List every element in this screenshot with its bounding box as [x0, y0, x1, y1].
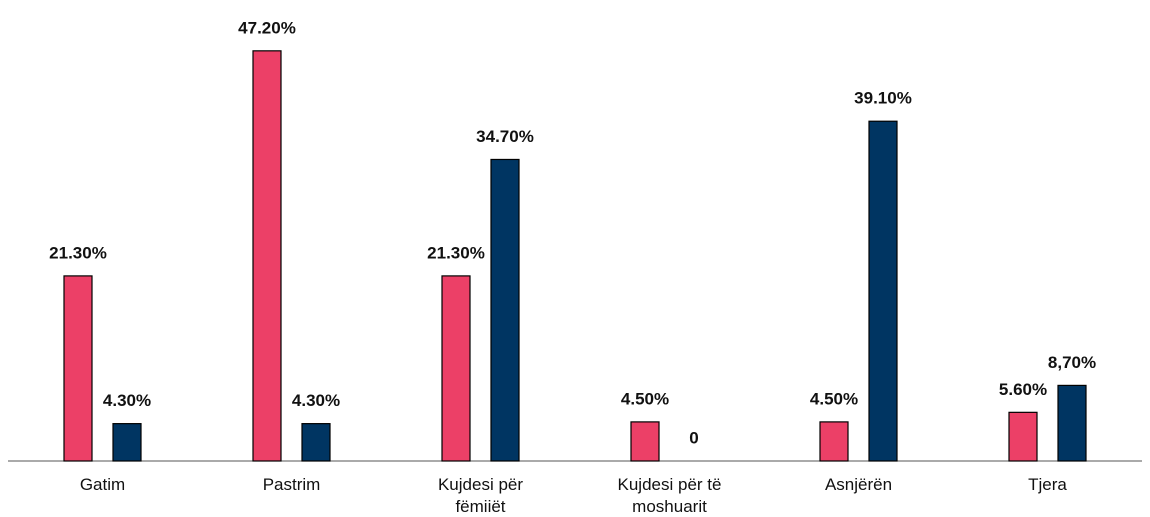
- data-label: 21.30%: [49, 243, 107, 262]
- bar: [490, 158, 520, 462]
- bar: [868, 120, 898, 462]
- bar: [252, 50, 282, 462]
- bar: [441, 275, 471, 462]
- data-label: 39.10%: [854, 89, 912, 108]
- x-tick-label: Gatim: [79, 475, 126, 494]
- data-label: 4.50%: [621, 389, 669, 408]
- x-tick-label: Pastrim: [262, 475, 321, 494]
- bar: [630, 421, 660, 462]
- data-label: 0: [689, 428, 698, 447]
- data-label: 21.30%: [427, 243, 485, 262]
- data-label: 4.50%: [810, 389, 858, 408]
- data-label: 47.20%: [238, 18, 296, 37]
- x-tick-label: Kujdesi për të moshuarit: [617, 475, 722, 516]
- bar: [1008, 411, 1038, 462]
- bar: [63, 275, 93, 462]
- data-label: 5.60%: [999, 380, 1047, 399]
- x-tick-label: Asnjërën: [824, 475, 893, 494]
- data-label: 4.30%: [292, 391, 340, 410]
- data-label: 4.30%: [103, 391, 151, 410]
- data-label: 8,70%: [1048, 353, 1096, 372]
- bar: [301, 423, 331, 462]
- x-tick-label: Kujdesi për fëmiiët: [437, 475, 524, 516]
- bar: [1057, 384, 1087, 462]
- bar: [112, 423, 142, 462]
- x-tick-label: Tjera: [1028, 475, 1067, 494]
- bar: [819, 421, 849, 462]
- data-label: 34.70%: [476, 127, 534, 146]
